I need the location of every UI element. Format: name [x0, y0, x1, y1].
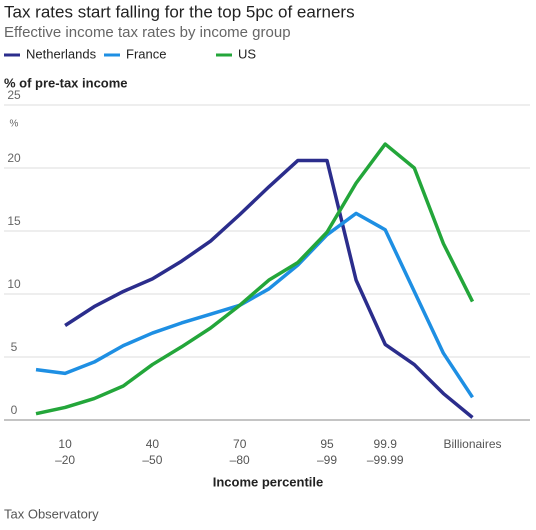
- legend-label: Netherlands: [26, 46, 97, 61]
- legend-label: France: [126, 46, 166, 61]
- x-tick-label-line: 40: [146, 437, 160, 451]
- y-axis-label: % of pre-tax income: [4, 75, 128, 90]
- x-tick-label: 95 –99: [317, 437, 337, 467]
- chart-subtitle: Effective income tax rates by income gro…: [4, 24, 291, 41]
- x-tick-label-line: 10: [58, 437, 72, 451]
- x-tick-label-line: 99.9: [374, 437, 398, 451]
- x-tick-label-line: –80: [230, 453, 250, 467]
- y-unit: %: [10, 119, 19, 130]
- y-tick-label: 20: [7, 151, 21, 165]
- series-line: [64, 158, 474, 419]
- x-tick-label: 99.9 –99.99: [367, 437, 404, 467]
- x-tick-label: 10 –20: [55, 437, 75, 467]
- y-tick-label: 15: [7, 214, 21, 228]
- x-tick-label-line: 70: [233, 437, 247, 451]
- y-tick-label: 25: [7, 88, 21, 102]
- x-tick-label-line: –50: [142, 453, 162, 467]
- source: Tax Observatory: [4, 506, 99, 521]
- x-tick-label: 70 –80: [230, 437, 250, 467]
- x-tick-label-line: –99.99: [367, 453, 404, 467]
- x-tick-label: Billionaires: [443, 437, 501, 451]
- legend-label: US: [238, 46, 256, 61]
- y-tick-label: 5: [11, 340, 18, 354]
- x-tick-label-line: –99: [317, 453, 337, 467]
- series-line: [35, 211, 474, 399]
- x-tick-label-line: Billionaires: [443, 437, 501, 451]
- x-tick-label: 40 –50: [142, 437, 162, 467]
- x-tick-label-line: –20: [55, 453, 75, 467]
- chart-title: Tax rates start falling for the top 5pc …: [4, 2, 355, 21]
- y-tick-label: 0: [11, 403, 18, 417]
- y-tick-label: 10: [7, 277, 21, 291]
- x-axis-label: Income percentile: [213, 474, 324, 489]
- x-tick-label-line: 95: [320, 437, 334, 451]
- series-line: [35, 142, 475, 416]
